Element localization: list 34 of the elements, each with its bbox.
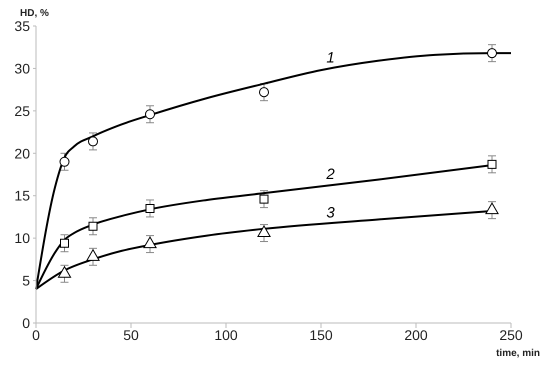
- x-tick-label: 100: [214, 326, 238, 343]
- annotation: 3: [326, 204, 336, 222]
- point: [144, 109, 156, 120]
- y-tick-label: 35: [14, 18, 30, 34]
- x-tick-label: 150: [309, 326, 333, 343]
- point: [146, 204, 154, 213]
- point: [143, 236, 157, 248]
- annotation: 1: [326, 50, 335, 67]
- annotation: 2: [325, 166, 336, 184]
- y-tick-label: 5: [22, 272, 30, 289]
- y-tick-label: 15: [14, 188, 30, 204]
- point: [488, 160, 496, 169]
- point: [60, 238, 69, 248]
- point: [486, 48, 498, 58]
- x-tick-label: 250: [499, 326, 523, 343]
- point: [86, 249, 100, 261]
- x-tick-label: 0: [32, 326, 40, 343]
- y-tick-label: 25: [14, 102, 30, 119]
- point: [59, 156, 70, 167]
- point: [260, 194, 268, 204]
- y-tick-label: 30: [14, 60, 30, 76]
- x-tick-label: 50: [123, 326, 139, 343]
- point: [258, 87, 270, 98]
- point: [257, 226, 271, 238]
- point: [88, 222, 98, 231]
- y-axis-title: HD, %: [20, 8, 49, 19]
- point: [58, 266, 72, 278]
- point: [485, 202, 499, 214]
- x-axis-title: time, min: [496, 348, 540, 359]
- y-tick-label: 10: [14, 230, 30, 246]
- point: [88, 136, 98, 146]
- x-tick-label: 200: [404, 326, 428, 343]
- y-tick-label: 0: [22, 314, 30, 331]
- y-tick-label: 20: [14, 145, 30, 162]
